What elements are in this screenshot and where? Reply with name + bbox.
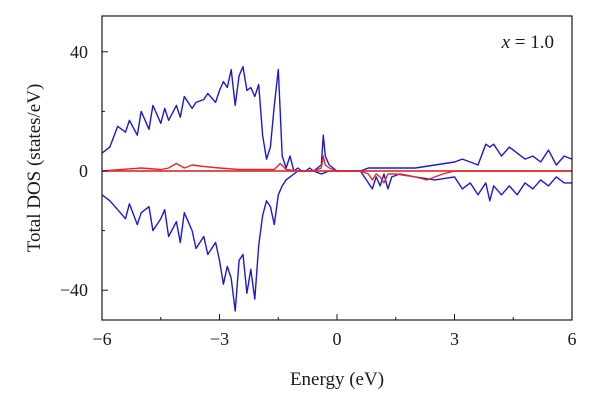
x-tick-label: −6 (92, 329, 111, 349)
y-tick-label: 0 (79, 161, 88, 181)
dos-series-line-2 (101, 170, 572, 312)
x-tick-label: 3 (450, 329, 459, 349)
dos-series-line-1 (101, 65, 573, 172)
y-axis-title: Total DOS (states/eV) (24, 84, 45, 253)
x-tick-label: 6 (568, 329, 577, 349)
x-axis-title: Energy (eV) (290, 369, 384, 390)
x-tick-label: −3 (210, 329, 229, 349)
tick-labels-layer: −6 −3 0 3 6 −40 0 40 (60, 42, 577, 349)
y-tick-label: −40 (60, 280, 88, 300)
plot-background (102, 16, 572, 320)
y-tick-label: 40 (70, 42, 88, 62)
ticks-layer (101, 51, 573, 320)
annotation-label: x = 1.0 (501, 32, 554, 53)
x-tick-label: 0 (333, 329, 342, 349)
